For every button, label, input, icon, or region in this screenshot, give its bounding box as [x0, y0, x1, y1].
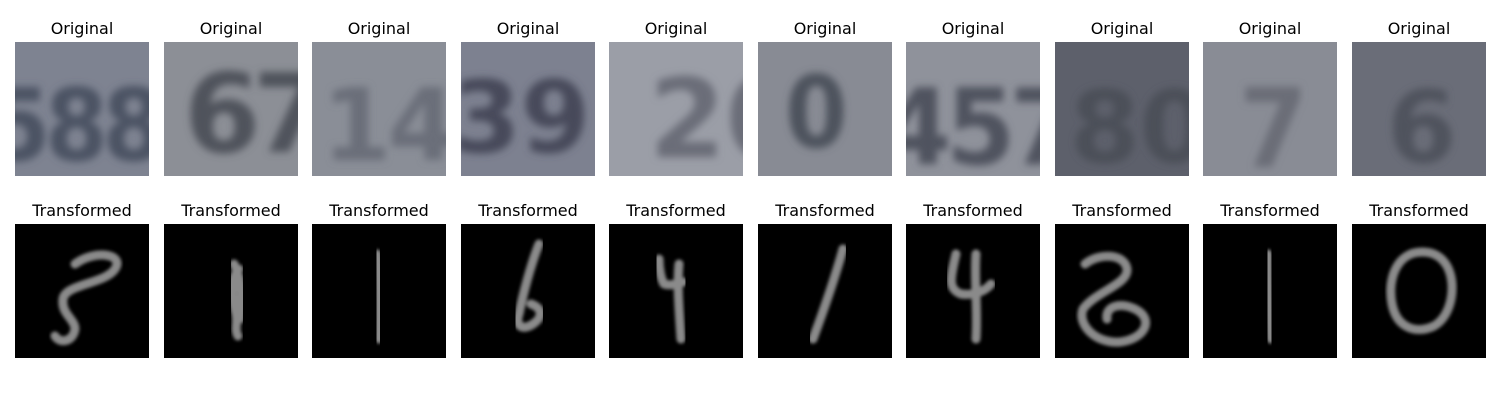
digit-stroke	[372, 249, 384, 344]
blurry-house-number-0: 0	[758, 42, 892, 176]
panel-title: Transformed	[32, 201, 132, 220]
house-number-digits: 20	[649, 55, 743, 176]
digit-stroke	[1077, 251, 1151, 347]
panel-title: Original	[199, 19, 263, 38]
house-number-digits: 39	[461, 59, 590, 176]
handwritten-digit-8-icon	[15, 224, 149, 358]
digit-stroke	[1386, 247, 1457, 334]
panel-title: Original	[644, 19, 708, 38]
panel-title: Transformed	[478, 201, 578, 220]
panel-title: Original	[1238, 19, 1302, 38]
handwritten-digit-1-icon	[312, 224, 446, 358]
digit-stroke	[50, 250, 122, 346]
handwritten-digit-4-icon	[906, 224, 1040, 358]
blurry-house-number-588: 588	[15, 42, 149, 176]
handwritten-digit-8-loop-icon	[1055, 224, 1189, 358]
digit-stroke	[513, 239, 545, 332]
house-number-digits: 457	[906, 68, 1040, 176]
panel-title: Original	[1387, 19, 1451, 38]
handwritten-digit-blob-icon	[164, 224, 298, 358]
panel-title: Transformed	[329, 201, 429, 220]
blurry-house-number-14: 14	[312, 42, 446, 176]
blurry-house-number-39: 39	[461, 42, 595, 176]
digit-stroke	[808, 244, 848, 344]
handwritten-digit-4-icon	[609, 224, 743, 358]
panel-title: Transformed	[1072, 201, 1172, 220]
panel-title: Transformed	[1220, 201, 1320, 220]
handwritten-digit-slash-1-icon	[758, 224, 892, 358]
blurry-house-number-20: 20	[609, 42, 743, 176]
panel-title: Original	[941, 19, 1005, 38]
blurry-house-number-6: 6	[1352, 42, 1486, 176]
panel-title: Transformed	[1369, 201, 1469, 220]
handwritten-digit-1-icon	[1203, 224, 1337, 358]
digit-stroke	[654, 254, 688, 344]
house-number-digits: 7	[1239, 65, 1308, 176]
panel-title: Original	[50, 19, 114, 38]
handwritten-digit-0-icon	[1352, 224, 1486, 358]
blurry-house-number-457: 457	[906, 42, 1040, 176]
house-number-digits: 80	[1070, 69, 1189, 176]
panel-title: Transformed	[626, 201, 726, 220]
blurry-house-number-7: 7	[1203, 42, 1337, 176]
digit-stroke	[227, 259, 247, 341]
digit-stroke	[946, 249, 996, 344]
panel-title: Transformed	[181, 201, 281, 220]
blurry-house-number-67: 67	[164, 42, 298, 176]
house-number-digits: 588	[15, 69, 149, 176]
house-number-digits: 67	[184, 50, 298, 176]
panel-title: Original	[496, 19, 560, 38]
panel-title: Original	[347, 19, 411, 38]
blurry-house-number-80: 80	[1055, 42, 1189, 176]
panel-title: Transformed	[775, 201, 875, 220]
panel-title: Original	[793, 19, 857, 38]
panel-title: Original	[1090, 19, 1154, 38]
house-number-digits: 14	[322, 67, 446, 176]
house-number-digits: 6	[1387, 69, 1457, 176]
panel-title: Transformed	[923, 201, 1023, 220]
handwritten-digit-blob-icon	[461, 224, 595, 358]
house-number-digits: 0	[785, 56, 848, 172]
digit-stroke	[1263, 249, 1276, 344]
